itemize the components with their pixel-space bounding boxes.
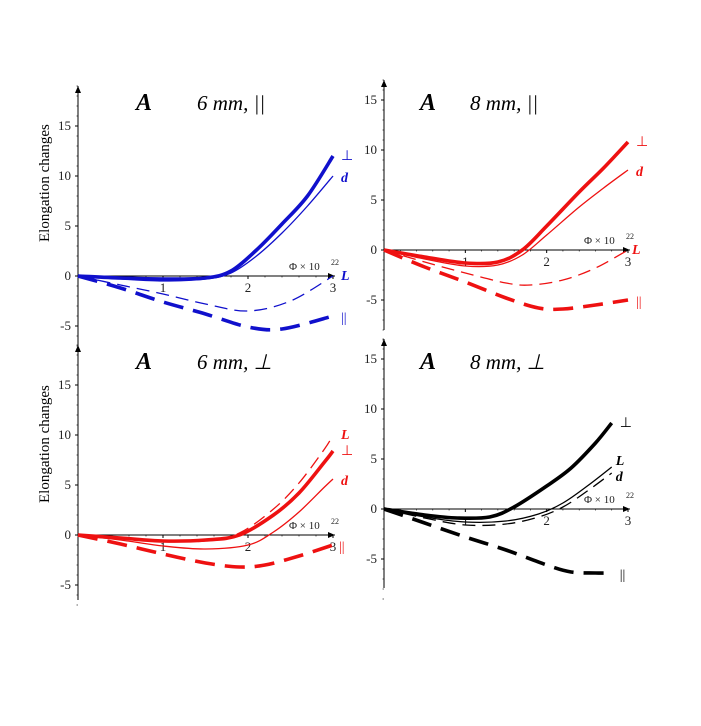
series-line-L <box>77 275 334 312</box>
series-label-d: d <box>341 171 349 186</box>
y-tick-label: 0 <box>371 242 378 257</box>
series-label-L: L <box>340 428 350 443</box>
y-tick-label: 15 <box>58 377 71 392</box>
x-tick-label: 2 <box>245 280 252 295</box>
x-axis-label: Φ × 10 <box>584 235 615 247</box>
y-tick-label: 15 <box>364 92 377 107</box>
x-axis-label-exponent: 22 <box>331 258 339 267</box>
panel-title: 8 mm, ⊥ <box>470 350 545 374</box>
y-axis-label-bottom: Elongation changes <box>37 385 53 503</box>
series-label-L: L <box>615 454 625 469</box>
y-tick-label: 0 <box>371 501 378 516</box>
series-line-parallel <box>77 274 334 332</box>
y-axis-arrow <box>75 345 81 352</box>
y-tick-label: -5 <box>60 577 71 592</box>
series-line-parallel <box>383 248 629 312</box>
series-label-d: d <box>341 474 349 489</box>
series-line-d <box>383 472 613 527</box>
y-tick-label: 0 <box>65 268 72 283</box>
x-axis-arrow <box>328 532 335 538</box>
series-line-L <box>383 466 613 523</box>
series-label-d: d <box>636 165 644 180</box>
y-tick-label: 15 <box>58 118 71 133</box>
x-tick-label: 2 <box>543 513 550 528</box>
x-tick-label: 3 <box>625 513 632 528</box>
x-tick-label: 3 <box>330 539 337 554</box>
y-tick-label: 15 <box>364 351 377 366</box>
y-tick-label: 10 <box>364 401 377 416</box>
chart-panel-8mm-perp: -5 0 5 10 15 1 2 3 Φ × 10 22 A 8 mm, ⊥ ⊥ Ld || <box>364 338 634 600</box>
series-line-d <box>77 175 334 282</box>
panel-title-letter: A <box>418 90 436 116</box>
series-line-L <box>77 434 334 543</box>
series-line-L <box>383 249 629 286</box>
y-tick-label: 5 <box>65 218 72 233</box>
series-label-perp: ⊥ <box>620 416 632 431</box>
x-axis-arrow <box>623 506 630 512</box>
x-axis-label-exponent: 22 <box>331 517 339 526</box>
x-axis-label-exponent: 22 <box>626 232 634 241</box>
x-axis-label-exponent: 22 <box>626 491 634 500</box>
series-line-d <box>383 169 629 268</box>
series-line-d <box>77 478 334 550</box>
panel-title: 8 mm, || <box>470 91 538 115</box>
x-tick-label: 3 <box>625 254 632 269</box>
panel-title-letter: A <box>134 349 152 375</box>
x-tick-label: 1 <box>462 513 469 528</box>
series-line-perp <box>77 155 335 281</box>
series-label-parallel: || <box>339 540 345 555</box>
y-tick-label: 10 <box>58 168 71 183</box>
y-tick-label: 0 <box>65 527 72 542</box>
y-tick-label: -5 <box>366 292 377 307</box>
x-tick-label: 3 <box>330 280 337 295</box>
y-axis-arrow <box>381 80 387 87</box>
y-tick-label: 10 <box>58 427 71 442</box>
y-tick-label: 5 <box>371 451 378 466</box>
series-label-L: L <box>340 269 350 284</box>
chart-panel-6mm-parallel: -5 0 5 10 15 1 2 3 Φ × 10 22 A 6 mm, || ⊥ d L || <box>58 85 353 347</box>
x-axis-label: Φ × 10 <box>289 261 320 273</box>
x-tick-label: 2 <box>245 539 252 554</box>
y-tick-label: -5 <box>60 318 71 333</box>
series-label-parallel: || <box>620 568 626 583</box>
series-label-parallel: || <box>341 311 347 326</box>
panel-title: 6 mm, || <box>197 91 265 115</box>
y-axis-arrow <box>381 339 387 346</box>
series-line-parallel <box>383 507 612 575</box>
series-label-L: L <box>631 243 641 258</box>
x-tick-label: 1 <box>160 280 167 295</box>
panel-title-letter: A <box>134 90 152 116</box>
x-axis-label: Φ × 10 <box>289 520 320 532</box>
y-tick-label: 5 <box>65 477 72 492</box>
y-tick-label: -5 <box>366 551 377 566</box>
y-axis-label-top: Elongation changes <box>37 124 53 242</box>
y-tick-label: 5 <box>371 192 378 207</box>
series-line-perp <box>77 449 335 543</box>
y-axis-arrow <box>75 86 81 93</box>
series-label-parallel: || <box>636 295 642 310</box>
series-line-perp <box>383 140 630 266</box>
x-tick-label: 2 <box>543 254 550 269</box>
series-line-perp <box>383 421 614 521</box>
series-label-perp: ⊥ <box>636 135 648 150</box>
series-label-perp: ⊥ <box>341 149 353 164</box>
series-line-parallel <box>77 533 334 569</box>
panel-title-letter: A <box>418 349 436 375</box>
y-tick-label: 10 <box>364 142 377 157</box>
series-label-perp: ⊥ <box>341 444 353 459</box>
panel-title: 6 mm, ⊥ <box>197 350 272 374</box>
x-axis-label: Φ × 10 <box>584 494 615 506</box>
series-label-d: d <box>616 470 624 485</box>
